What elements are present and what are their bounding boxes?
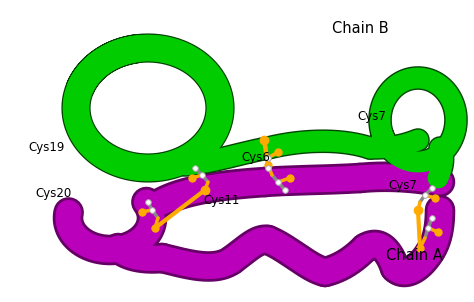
Text: Cys19: Cys19 [28, 141, 65, 155]
Text: Chain A: Chain A [386, 248, 443, 263]
Text: Cys11: Cys11 [204, 194, 240, 207]
Text: Cys7: Cys7 [389, 179, 418, 192]
Text: Chain B: Chain B [332, 21, 388, 36]
Text: Cys7: Cys7 [358, 110, 387, 123]
Text: Cys20: Cys20 [36, 187, 72, 200]
Text: Cys6: Cys6 [242, 150, 271, 164]
